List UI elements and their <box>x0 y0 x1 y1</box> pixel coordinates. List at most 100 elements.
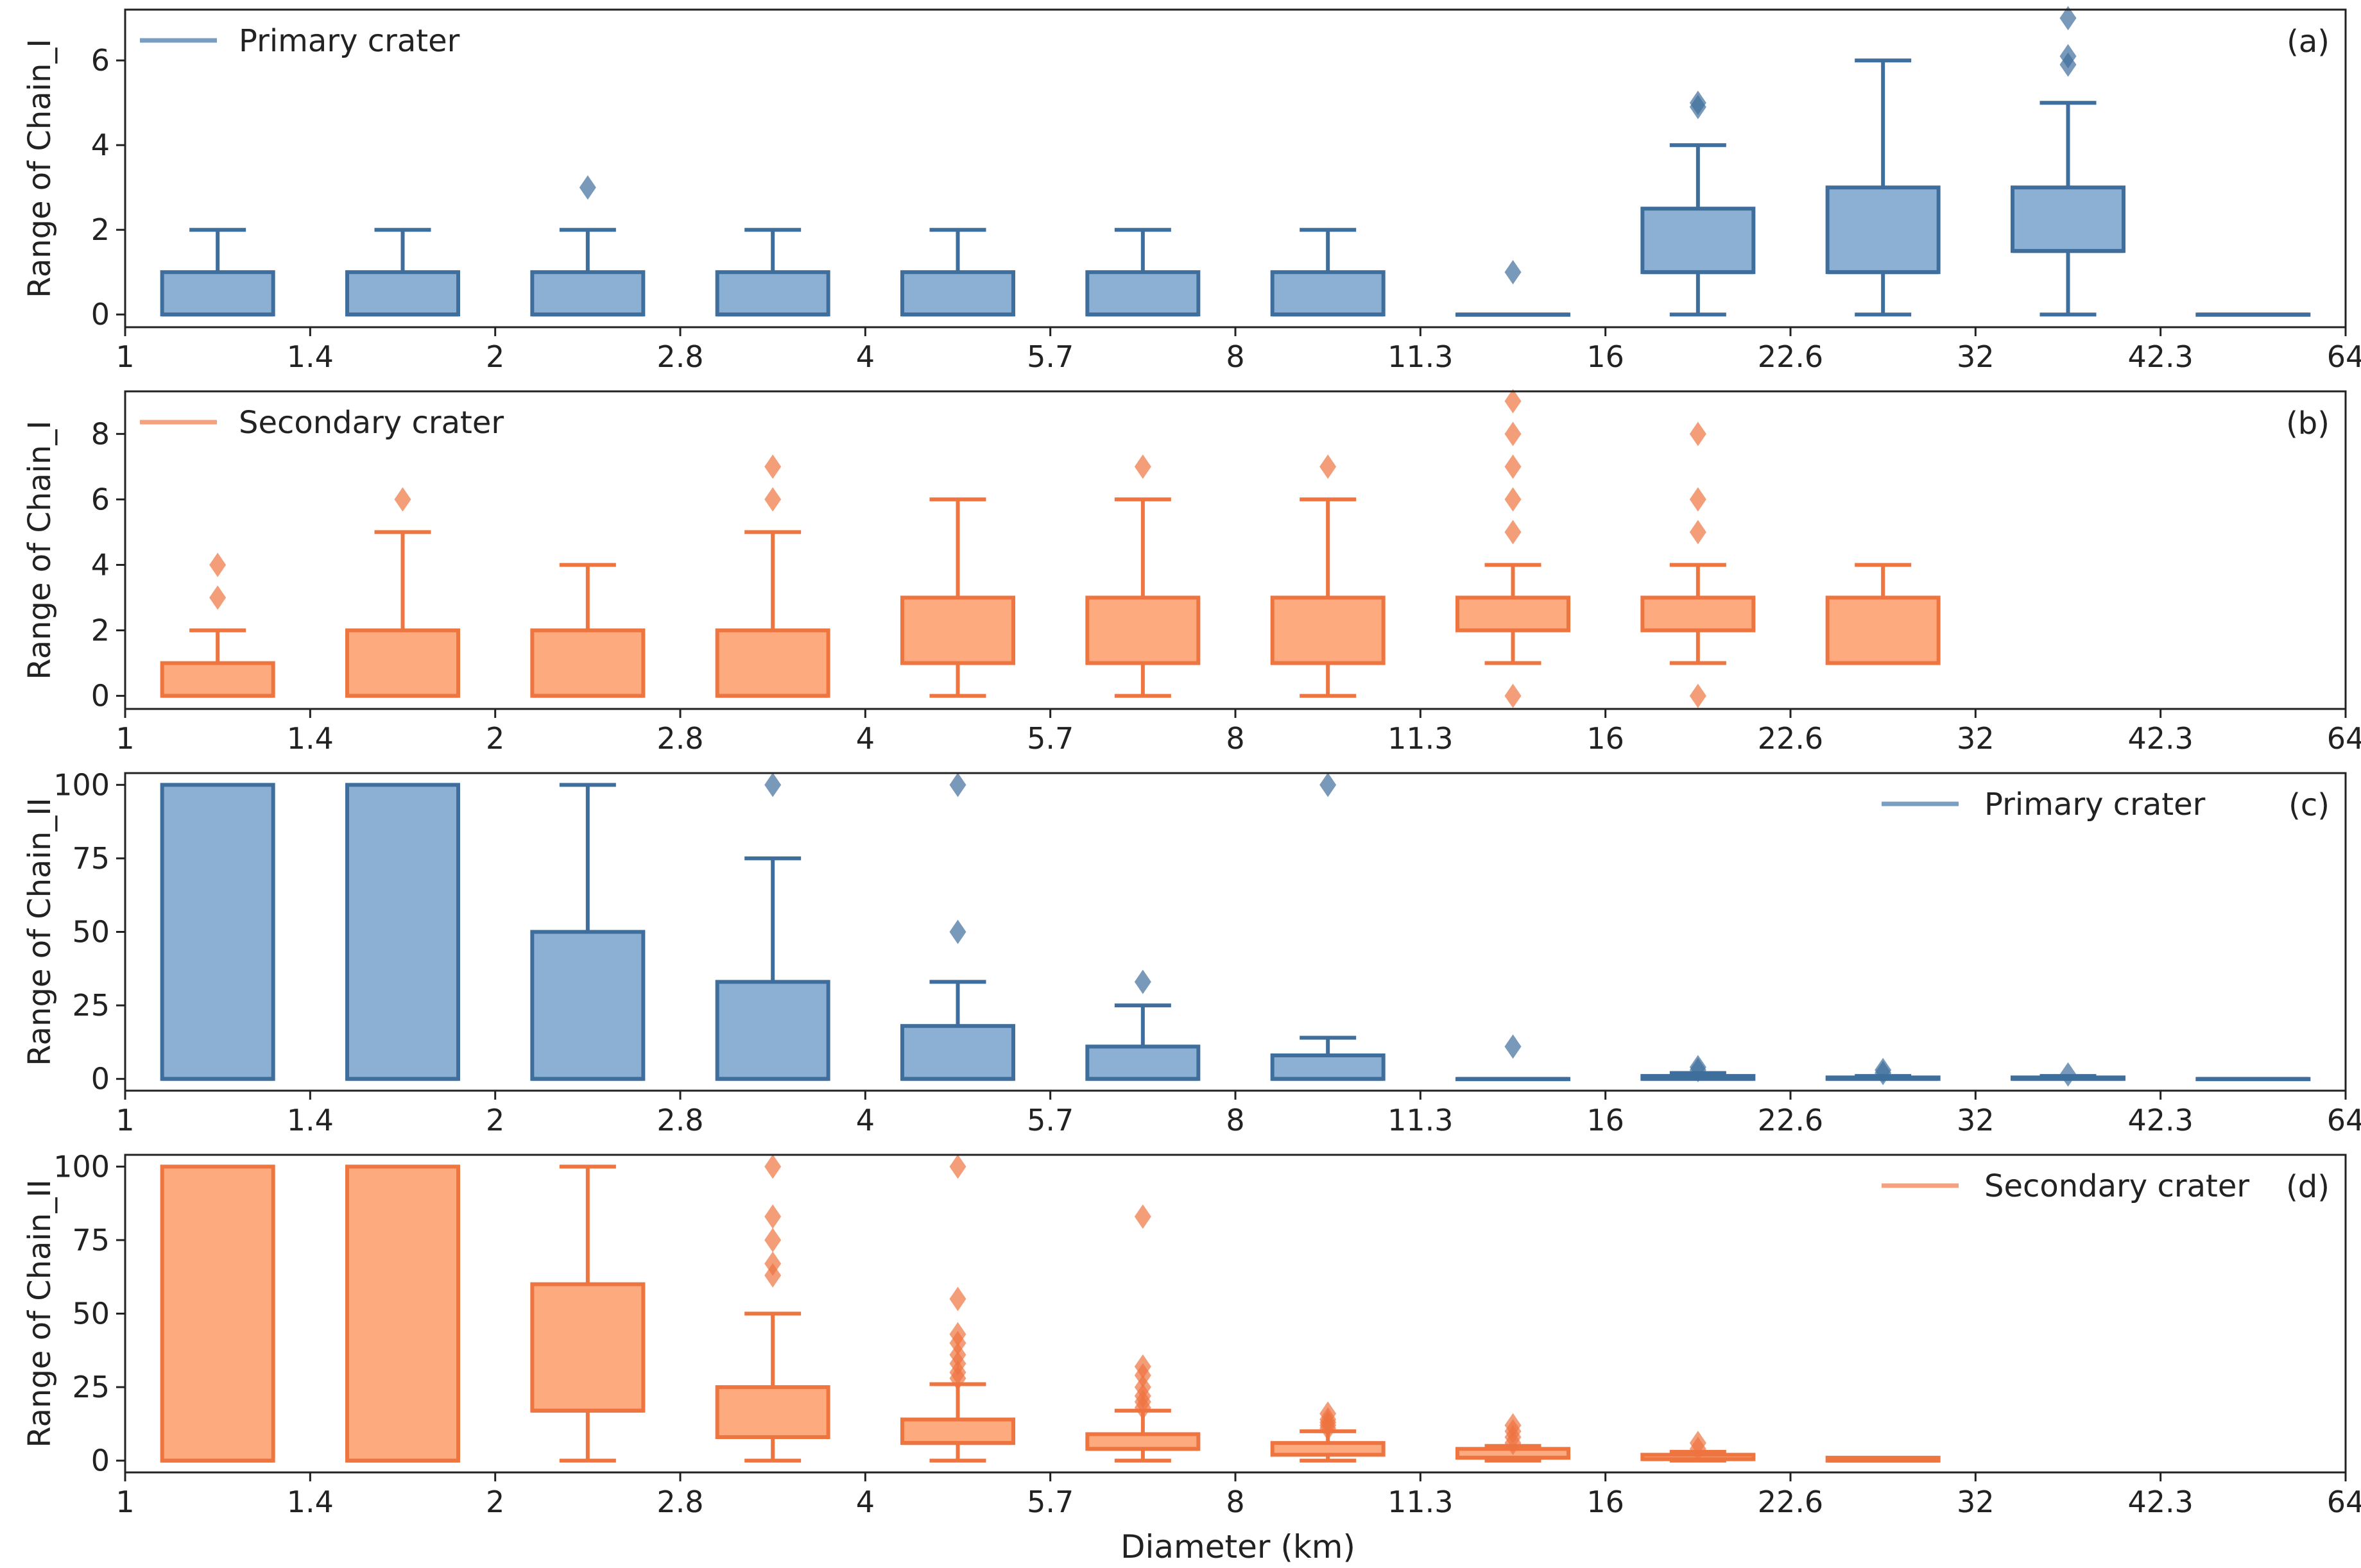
box-c-1 <box>160 783 275 1081</box>
box-a-11 <box>2011 6 2125 317</box>
box-body <box>345 1164 460 1463</box>
box-d-9 <box>1640 1431 1756 1463</box>
box-a-7 <box>1270 228 1386 317</box>
box-body <box>1270 1053 1386 1081</box>
x-axis-label: Diameter (km) <box>1120 1528 1355 1565</box>
box-body <box>715 628 830 698</box>
x-tick-label: 2.8 <box>657 721 703 756</box>
panel-label: (a) <box>2287 24 2330 60</box>
box-b-6 <box>1085 454 1201 698</box>
box-body <box>345 783 460 1081</box>
y-tick-label: 50 <box>72 1297 110 1331</box>
x-tick-label: 2 <box>486 339 504 374</box>
x-tick-label: 2.8 <box>657 1485 703 1519</box>
outlier-marker <box>1504 260 1522 285</box>
x-tick-label: 64 <box>2327 1103 2361 1138</box>
outlier-marker <box>1689 683 1706 708</box>
box-body <box>900 1024 1015 1081</box>
outlier-marker <box>1504 683 1522 708</box>
x-tick-label: 64 <box>2327 339 2361 374</box>
x-tick-label: 4 <box>856 721 875 756</box>
outlier-marker <box>1134 969 1151 994</box>
x-tick-label: 8 <box>1226 339 1244 374</box>
y-axis-label: Range of Chain_I <box>22 38 58 298</box>
box-body <box>1640 595 1756 633</box>
panel-label: (d) <box>2286 1169 2330 1205</box>
box-c-2 <box>345 783 460 1081</box>
box-d-6 <box>1085 1204 1201 1463</box>
legend: Primary crater <box>140 23 460 59</box>
chart-panel-a: 1 1.4 2 2.8 4 5.7 8 11.3 16 22.6 32 42.3 64 0 2 4 6 Range… <box>22 6 2361 374</box>
box-a-10 <box>1825 58 1941 317</box>
box-body <box>1825 185 1941 275</box>
x-tick-label: 16 <box>1586 1485 1624 1519</box>
y-tick-label: 0 <box>91 1444 110 1478</box>
box-c-3 <box>530 783 646 1081</box>
x-tick-label: 5.7 <box>1027 1103 1074 1138</box>
y-tick-label: 0 <box>91 297 110 332</box>
box-a-6 <box>1085 228 1201 317</box>
box-c-9 <box>1640 1055 1756 1082</box>
x-tick-label: 1 <box>116 1103 134 1138</box>
box-body <box>345 270 460 317</box>
y-tick-label: 0 <box>91 679 110 713</box>
box-b-8 <box>1455 389 1570 708</box>
x-tick-label: 16 <box>1586 721 1624 756</box>
y-tick-label: 6 <box>91 482 110 516</box>
box-b-5 <box>900 497 1015 698</box>
box-body <box>345 628 460 698</box>
x-tick-label: 32 <box>1957 1103 1995 1138</box>
x-tick-label: 11.3 <box>1387 721 1453 756</box>
outlier-marker <box>1319 454 1337 479</box>
outlier-marker <box>1504 454 1522 479</box>
y-tick-label: 100 <box>53 1149 110 1184</box>
y-tick-label: 100 <box>53 767 110 802</box>
box-d-10 <box>1825 1456 1941 1463</box>
x-tick-label: 32 <box>1957 1485 1995 1519</box>
panel-label: (b) <box>2286 405 2330 441</box>
outlier-marker <box>1689 520 1706 545</box>
legend-label: Primary crater <box>239 23 460 59</box>
box-body <box>715 270 830 317</box>
box-c-12 <box>2195 1077 2311 1082</box>
x-tick-label: 2 <box>486 721 504 756</box>
x-tick-label: 8 <box>1226 721 1244 756</box>
x-tick-label: 42.3 <box>2127 1485 2193 1519</box>
y-axis-label: Range of Chain_II <box>22 797 58 1066</box>
legend-label: Secondary crater <box>1984 1168 2249 1204</box>
legend-label: Primary crater <box>1984 787 2206 822</box>
outlier-marker <box>764 772 782 797</box>
box-b-1 <box>160 552 275 698</box>
outlier-marker <box>1134 1354 1151 1379</box>
outlier-marker <box>949 1322 966 1347</box>
y-tick-label: 2 <box>91 613 110 648</box>
outlier-marker <box>764 1251 782 1276</box>
box-body <box>1270 595 1386 665</box>
x-tick-label: 64 <box>2327 1485 2361 1519</box>
box-c-10 <box>1825 1057 1941 1086</box>
outlier-marker <box>1689 90 1706 115</box>
x-tick-label: 1 <box>116 339 134 374</box>
outlier-marker <box>1504 389 1522 414</box>
box-b-3 <box>530 563 646 698</box>
box-a-5 <box>900 228 1015 317</box>
box-d-3 <box>530 1164 646 1463</box>
outlier-marker <box>764 487 782 512</box>
box-body <box>900 270 1015 317</box>
box-body <box>530 270 646 317</box>
x-tick-label: 4 <box>856 1103 875 1138</box>
x-tick-label: 64 <box>2327 721 2361 756</box>
outlier-marker <box>2059 6 2077 31</box>
box-body <box>900 595 1015 665</box>
x-tick-label: 1.4 <box>287 721 334 756</box>
chart-panel-d: 1 1.4 2 2.8 4 5.7 8 11.3 16 22.6 32 42.3 64 0 25 50 75 10… <box>22 1149 2361 1519</box>
box-c-5 <box>900 772 1015 1081</box>
x-tick-label: 42.3 <box>2127 339 2193 374</box>
panel-label: (c) <box>2288 787 2330 823</box>
outlier-marker <box>1689 1055 1706 1080</box>
x-tick-label: 22.6 <box>1758 1485 1823 1519</box>
x-tick-label: 32 <box>1957 721 1995 756</box>
box-body <box>160 270 275 317</box>
outlier-marker <box>1689 487 1706 512</box>
outlier-marker <box>1319 1401 1337 1426</box>
